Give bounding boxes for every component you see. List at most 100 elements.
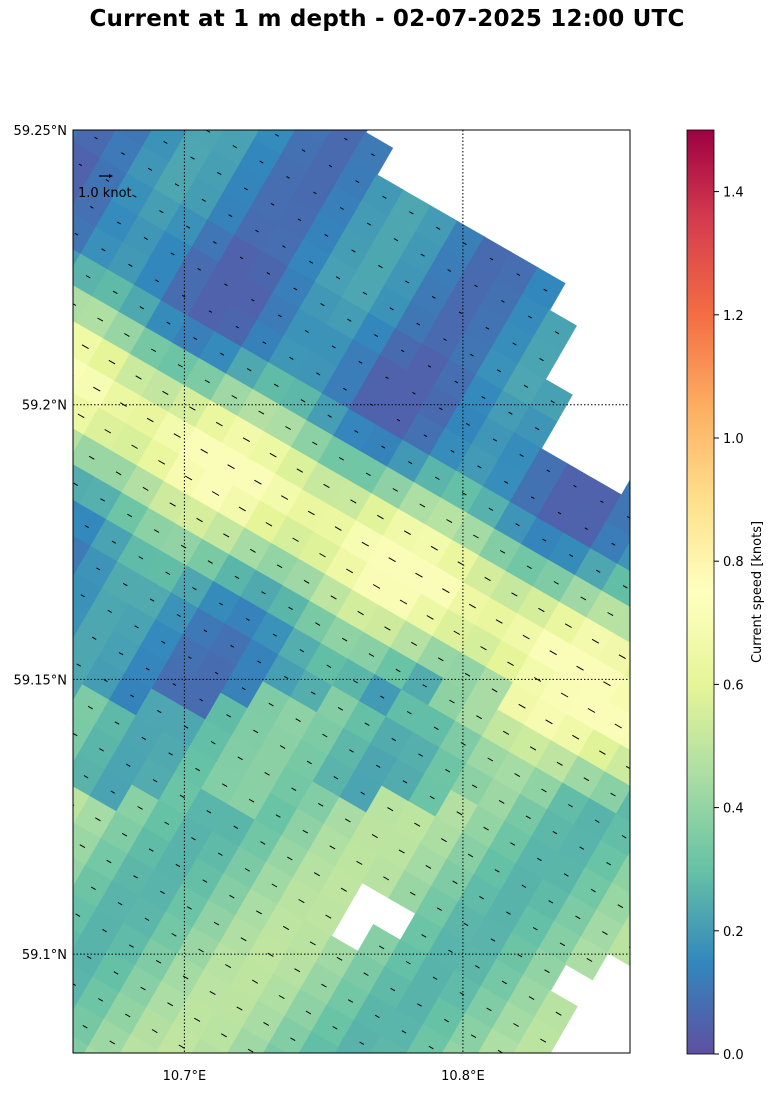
current-vector — [161, 640, 166, 644]
current-vector — [274, 133, 279, 137]
current-vector — [121, 152, 125, 156]
current-vector — [357, 610, 364, 616]
current-vector — [550, 400, 555, 404]
current-vector — [473, 534, 479, 539]
current-vector — [246, 368, 252, 372]
current-vector — [474, 284, 478, 288]
current-vector — [174, 183, 180, 187]
current-vector — [232, 145, 237, 149]
speed-cell — [87, 1018, 132, 1053]
current-vector — [654, 532, 658, 534]
speed-cell — [530, 1059, 574, 1093]
current-vector — [173, 433, 181, 438]
current-vector — [543, 288, 548, 292]
speed-cell — [73, 213, 97, 256]
current-vector — [206, 810, 212, 814]
speed-cell — [253, 130, 297, 157]
current-vector — [235, 325, 240, 329]
speed-cell — [200, 81, 244, 125]
speed-cell — [73, 822, 75, 827]
current-vector — [559, 942, 566, 947]
current-vector — [398, 849, 405, 854]
current-vector — [518, 703, 526, 709]
current-vector — [325, 914, 332, 919]
current-vector — [470, 353, 474, 357]
current-vector — [100, 498, 105, 502]
current-vector — [519, 453, 524, 457]
current-vector — [303, 579, 310, 584]
speed-cell — [600, 813, 630, 858]
current-vector — [284, 675, 289, 680]
current-vector — [665, 574, 669, 576]
current-vector — [412, 391, 416, 395]
current-vector — [265, 522, 273, 527]
current-vector — [222, 103, 226, 105]
current-vector — [175, 863, 181, 868]
current-vector — [527, 315, 532, 319]
speed-cell — [73, 571, 76, 579]
speed-cell — [647, 733, 691, 777]
current-vector — [487, 757, 494, 762]
current-vector — [183, 725, 189, 729]
current-vector — [343, 387, 347, 391]
current-vector — [657, 713, 664, 717]
current-vector — [302, 829, 309, 834]
current-vector — [220, 1033, 227, 1038]
current-vector — [418, 753, 423, 757]
current-vector — [247, 1048, 254, 1053]
speed-cell — [635, 691, 679, 735]
colorbar-gradient — [686, 129, 715, 1055]
current-vector — [443, 338, 447, 341]
current-vector — [664, 824, 669, 827]
current-vector — [233, 825, 239, 830]
current-vector — [512, 342, 517, 346]
current-vector — [179, 115, 183, 117]
current-vector — [222, 783, 228, 788]
current-vector — [354, 430, 359, 434]
current-vector — [355, 180, 360, 184]
current-vector — [279, 745, 286, 749]
current-vector — [310, 691, 316, 695]
colorbar-label: Current speed [knots] — [750, 521, 765, 663]
speed-cell — [73, 392, 100, 436]
current-vector — [202, 879, 208, 883]
speed-cell — [19, 84, 63, 128]
speed-cell — [596, 632, 630, 677]
current-vector — [594, 819, 600, 823]
speed-cell — [349, 1062, 393, 1093]
current-vector — [95, 817, 101, 822]
current-vector — [119, 402, 127, 407]
current-vector — [322, 733, 328, 738]
current-vector — [449, 699, 455, 704]
current-vector — [54, 579, 57, 581]
current-vector — [243, 187, 248, 191]
speed-cell — [337, 1020, 382, 1053]
latitude-tick-label: 59.2°N — [22, 399, 67, 414]
current-vector — [645, 920, 651, 923]
current-vector — [166, 321, 171, 325]
current-vector — [122, 582, 128, 587]
current-vector — [450, 449, 455, 453]
speed-cell — [73, 965, 94, 1005]
speed-cell — [626, 851, 630, 859]
current-vector — [496, 369, 502, 373]
speed-cell — [73, 142, 101, 187]
current-vector — [52, 1079, 57, 1082]
current-vector — [617, 904, 624, 909]
current-vector — [264, 92, 268, 94]
current-vector — [37, 175, 40, 177]
current-vector — [554, 331, 560, 335]
current-vector — [414, 822, 421, 827]
current-vector — [454, 380, 459, 384]
current-vector — [346, 568, 354, 574]
current-vector — [341, 637, 348, 642]
current-vector — [467, 853, 474, 858]
speed-cell — [242, 70, 286, 114]
speed-cell — [612, 606, 630, 645]
current-vector — [452, 880, 458, 885]
current-vector — [350, 499, 357, 504]
current-vector — [197, 267, 201, 271]
current-vector — [328, 164, 333, 168]
current-vector — [603, 681, 611, 687]
current-vector — [409, 891, 416, 896]
